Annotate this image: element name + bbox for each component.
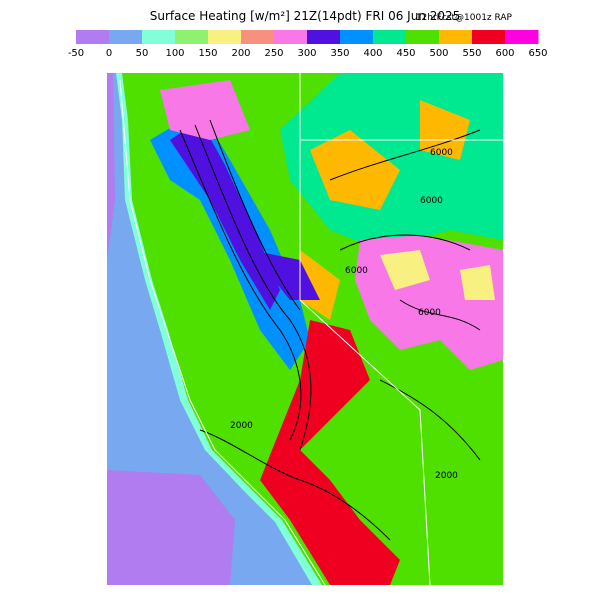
colorbar-box <box>109 30 143 44</box>
colorbar-label: 100 <box>165 48 184 59</box>
colorbar-label: 350 <box>330 48 349 59</box>
contour-label: 6000 <box>418 308 441 318</box>
colorbar-label: 650 <box>528 48 547 59</box>
colorbar-box <box>76 30 110 44</box>
colorbar-label: 500 <box>429 48 448 59</box>
colorbar-box <box>307 30 341 44</box>
colorbar-box <box>274 30 308 44</box>
colorbar-box <box>241 30 275 44</box>
colorbar-box <box>373 30 407 44</box>
field-violet <box>170 120 320 310</box>
borders <box>119 73 503 586</box>
colorbar-box <box>472 30 506 44</box>
colorbar-label: 0 <box>106 48 112 59</box>
contours <box>179 119 481 541</box>
colorbar-box <box>175 30 209 44</box>
map-title: Surface Heating [w/m²] 21Z(14pdt) FRI 06… <box>150 9 461 23</box>
colorbar-box <box>208 30 242 44</box>
contour-label: 2000 <box>435 471 458 481</box>
colorbar-label: 250 <box>264 48 283 59</box>
colorbar: -50 0 50 100 150 200 250 300 350 400 450 500 550 600 6… <box>68 30 548 59</box>
field-yellow <box>380 250 495 300</box>
contour-label: 2000 <box>230 421 253 431</box>
colorbar-label: -50 <box>68 48 84 59</box>
contour-label: 6000 <box>420 196 443 206</box>
colorbar-label: 150 <box>198 48 217 59</box>
colorbar-box <box>406 30 440 44</box>
ocean-purple <box>107 73 235 585</box>
forecast-label: 12hrFcst@1001z RAP <box>416 13 513 23</box>
colorbar-label: 200 <box>231 48 250 59</box>
contour-label: 6000 <box>430 148 453 158</box>
ocean <box>107 73 312 585</box>
colorbar-label: 550 <box>462 48 481 59</box>
field-red <box>260 320 400 585</box>
colorbar-label: 300 <box>297 48 316 59</box>
colorbar-box <box>340 30 374 44</box>
colorbar-box <box>505 30 539 44</box>
map-field <box>107 73 503 586</box>
colorbar-label: 450 <box>396 48 415 59</box>
colorbar-label: 400 <box>363 48 382 59</box>
field-pink-north <box>160 80 250 140</box>
colorbar-label: 600 <box>495 48 514 59</box>
contour-label: 6000 <box>345 266 368 276</box>
colorbar-label: 50 <box>136 48 149 59</box>
field-orange <box>300 100 470 320</box>
colorbar-box <box>142 30 176 44</box>
colorbar-box <box>439 30 473 44</box>
